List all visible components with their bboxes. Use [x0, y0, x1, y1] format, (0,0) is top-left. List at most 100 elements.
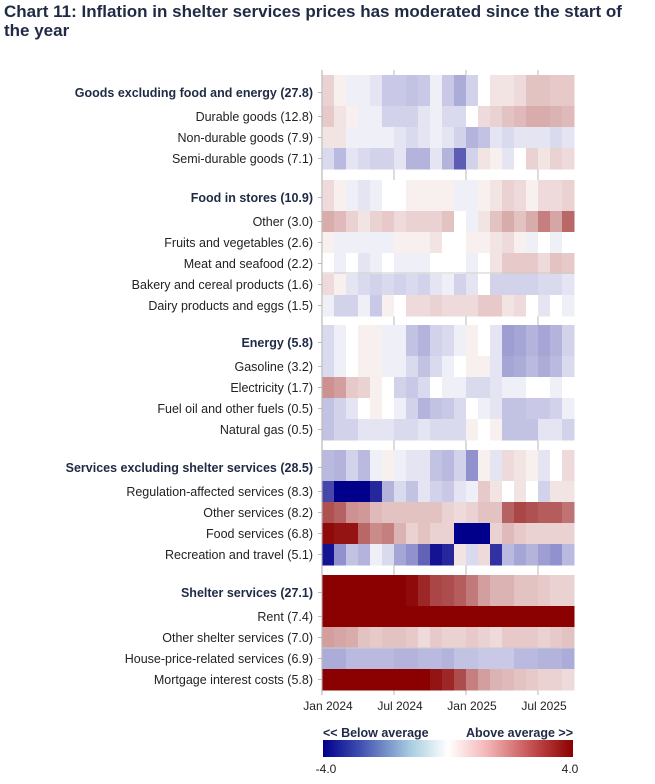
heatmap-cell: [526, 377, 539, 399]
heatmap-cell: [358, 148, 371, 170]
heatmap-cell: [418, 669, 431, 691]
heatmap-cell: [442, 232, 455, 254]
heatmap-cell: [526, 544, 539, 566]
heatmap-cell: [538, 377, 551, 399]
heatmap-cell: [550, 377, 563, 399]
heatmap-cell: [466, 627, 479, 649]
heatmap-cell: [538, 419, 551, 441]
heatmap-cell: [406, 502, 419, 524]
heatmap-cell: [430, 450, 443, 482]
heatmap-cell: [430, 253, 443, 275]
heatmap-cell: [526, 627, 539, 649]
heatmap-cell: [490, 295, 503, 317]
heatmap-cell: [538, 627, 551, 649]
heatmap-cell: [442, 106, 455, 128]
heatmap-cell: [562, 274, 575, 296]
heatmap-cell: [358, 377, 371, 399]
heatmap-cell: [514, 180, 527, 212]
heatmap-cell: [478, 75, 491, 107]
heatmap-cell: [346, 211, 359, 233]
heatmap-cell: [394, 450, 407, 482]
heatmap-cell: [370, 232, 383, 254]
heatmap-cell: [430, 377, 443, 399]
heatmap-cell: [382, 669, 395, 691]
heatmap-cell: [526, 127, 539, 149]
heatmap-cell: [358, 502, 371, 524]
heatmap-cell: [394, 325, 407, 357]
heatmap-cell: [502, 211, 515, 233]
heatmap-cell: [562, 450, 575, 482]
heatmap-cell: [382, 523, 395, 545]
heatmap-cell: [478, 232, 491, 254]
heatmap-cell: [502, 377, 515, 399]
heatmap-cell: [382, 356, 395, 378]
heatmap-cell: [322, 356, 335, 378]
heatmap-cell: [538, 106, 551, 128]
heatmap-cell: [466, 148, 479, 170]
heatmap-cell: [514, 274, 527, 296]
heatmap-cell: [322, 75, 335, 107]
heatmap-cell: [550, 106, 563, 128]
heatmap-cell: [466, 669, 479, 691]
heatmap-cell: [538, 502, 551, 524]
heatmap-cell: [562, 295, 575, 317]
heatmap-cell: [502, 419, 515, 441]
heatmap-cell: [358, 232, 371, 254]
heatmap-cell: [346, 502, 359, 524]
heatmap-cell: [346, 648, 359, 670]
heatmap-cell: [370, 419, 383, 441]
heatmap-cell: [406, 450, 419, 482]
heatmap-cell: [346, 377, 359, 399]
heatmap-cell: [478, 180, 491, 212]
heatmap-cell: [538, 356, 551, 378]
heatmap-cell: [334, 575, 347, 607]
heatmap-cell: [538, 450, 551, 482]
heatmap-cell: [370, 180, 383, 212]
heatmap-cell: [490, 232, 503, 254]
heatmap-cell: [382, 253, 395, 275]
heatmap-cell: [322, 606, 335, 628]
heatmap-cell: [514, 606, 527, 628]
heatmap-cell: [334, 419, 347, 441]
heatmap-cell: [370, 648, 383, 670]
row-label: Meat and seafood (2.2): [183, 256, 313, 271]
heatmap-cell: [526, 106, 539, 128]
heatmap-cell: [394, 523, 407, 545]
heatmap-cell: [550, 253, 563, 275]
row-label: Food services (6.8): [206, 526, 313, 541]
row-label: Durable goods (12.8): [195, 109, 313, 124]
heatmap-cell: [514, 398, 527, 420]
heatmap-cell: [538, 523, 551, 545]
heatmap-cell: [490, 648, 503, 670]
heatmap-cell: [502, 523, 515, 545]
x-tick-label: Jul 2024: [377, 699, 423, 713]
heatmap-cell: [382, 627, 395, 649]
heatmap-cell: [322, 377, 335, 399]
heatmap-cell: [454, 481, 467, 503]
heatmap-cell: [562, 481, 575, 503]
heatmap-cell: [418, 419, 431, 441]
heatmap-cell: [478, 211, 491, 233]
heatmap-cell: [478, 606, 491, 628]
heatmap-cell: [322, 648, 335, 670]
heatmap-cell: [454, 419, 467, 441]
heatmap-cell: [334, 148, 347, 170]
heatmap-cell: [442, 648, 455, 670]
heatmap-cell: [478, 253, 491, 275]
heatmap-cell: [490, 127, 503, 149]
heatmap-cell: [322, 450, 335, 482]
heatmap-cell: [346, 398, 359, 420]
heatmap-cell: [490, 502, 503, 524]
row-label: House-price-related services (6.9): [124, 651, 313, 666]
heatmap-cell: [490, 253, 503, 275]
heatmap-cell: [442, 606, 455, 628]
heatmap-cell: [514, 295, 527, 317]
heatmap-cell: [358, 627, 371, 649]
heatmap-cell: [430, 356, 443, 378]
heatmap-cell: [562, 356, 575, 378]
heatmap-cell: [382, 127, 395, 149]
heatmap-cell: [394, 232, 407, 254]
heatmap-cell: [334, 502, 347, 524]
heatmap-cell: [502, 274, 515, 296]
heatmap-cell: [334, 253, 347, 275]
